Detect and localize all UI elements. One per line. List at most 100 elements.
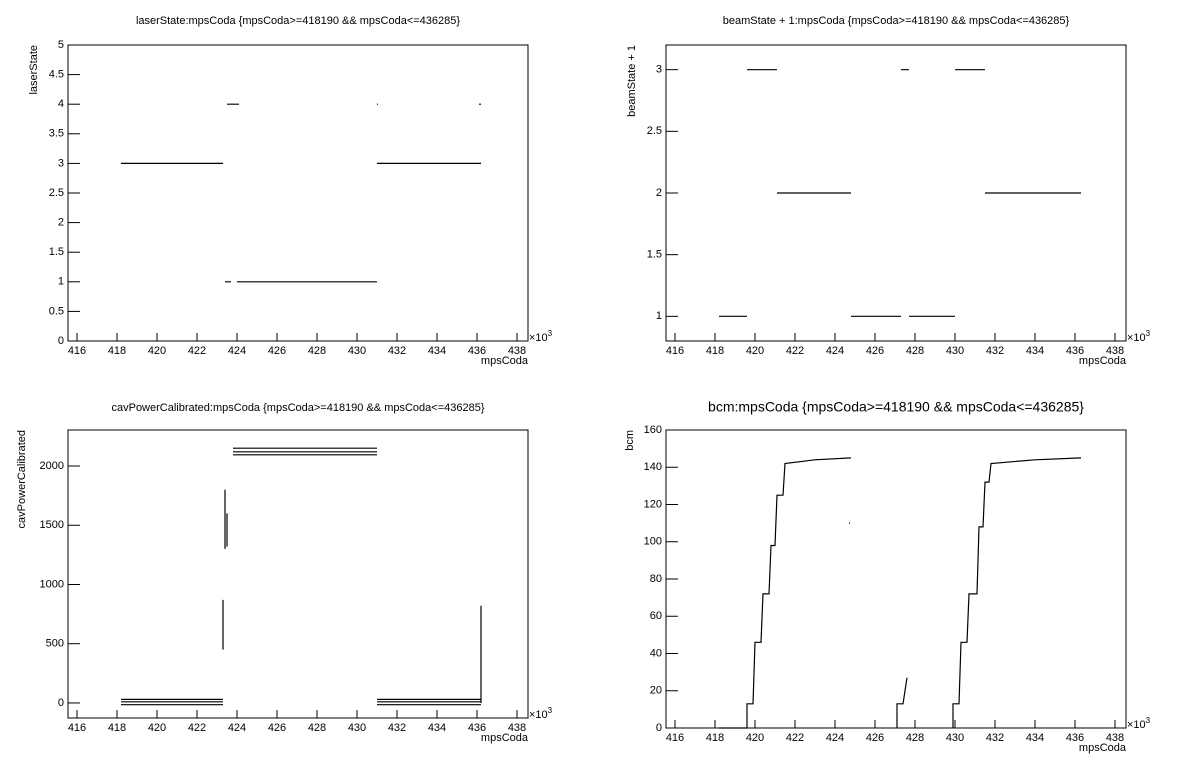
x-tick-label: 434 (428, 722, 446, 734)
x-tick-label: 428 (308, 345, 326, 357)
x-tick-label: 428 (906, 732, 924, 744)
x-tick-label: 424 (228, 345, 246, 357)
y-tick-label: 60 (650, 610, 662, 622)
y-tick-label: 3 (656, 64, 662, 76)
x-tick-label: 432 (986, 732, 1004, 744)
chart-title: laserState:mpsCoda {mpsCoda>=418190 && m… (136, 15, 460, 27)
x-multiplier-base: ×10 (529, 332, 548, 344)
y-tick-label: 2.5 (647, 125, 662, 137)
x-tick-label: 418 (108, 722, 126, 734)
x-tick-label: 418 (706, 345, 724, 357)
y-tick-label: 3.5 (49, 128, 64, 140)
y-tick-label: 500 (46, 638, 64, 650)
x-tick-label: 432 (388, 345, 406, 357)
x-tick-label: 424 (228, 722, 246, 734)
x-tick-label: 438 (1106, 345, 1124, 357)
x-tick-label: 422 (786, 345, 804, 357)
y-tick-label: 1.5 (647, 249, 662, 261)
x-tick-label: 430 (946, 345, 964, 357)
x-tick-label: 416 (68, 345, 86, 357)
x-tick-label: 426 (866, 345, 884, 357)
y-tick-label: 0.5 (49, 305, 64, 317)
x-axis-label: mpsCoda (1079, 355, 1127, 367)
x-tick-label: 424 (826, 345, 844, 357)
y-axis-label: bcm (624, 430, 636, 451)
data-line (121, 103, 481, 283)
x-axis-label: mpsCoda (481, 732, 529, 744)
y-tick-label: 40 (650, 647, 662, 659)
x-tick-label: 420 (148, 345, 166, 357)
x-tick-label: 432 (986, 345, 1004, 357)
y-axis-label: beamState + 1 (626, 45, 638, 117)
y-tick-label: 1.5 (49, 246, 64, 258)
y-axis-label: cavPowerCalibrated (16, 430, 28, 528)
x-tick-label: 436 (1066, 732, 1084, 744)
x-tick-label: 418 (706, 732, 724, 744)
x-tick-label: 422 (786, 732, 804, 744)
x-tick-label: 436 (468, 722, 486, 734)
x-multiplier-exp: 3 (548, 329, 553, 338)
y-tick-label: 0 (58, 697, 64, 709)
x-multiplier: ×103 (529, 706, 553, 721)
x-tick-label: 426 (268, 345, 286, 357)
y-tick-label: 0 (58, 335, 64, 347)
y-tick-label: 5 (58, 39, 64, 51)
y-tick-label: 1 (58, 276, 64, 288)
y-tick-label: 1500 (40, 519, 64, 531)
x-tick-label: 434 (1026, 732, 1044, 744)
x-axis-label: mpsCoda (481, 355, 529, 367)
x-tick-label: 420 (746, 732, 764, 744)
chart-title: cavPowerCalibrated:mpsCoda {mpsCoda>=418… (111, 402, 484, 414)
x-tick-label: 438 (508, 722, 526, 734)
x-tick-label: 420 (148, 722, 166, 734)
y-tick-label: 20 (650, 685, 662, 697)
x-tick-label: 426 (866, 732, 884, 744)
x-multiplier-exp: 3 (548, 706, 553, 715)
x-multiplier: ×103 (529, 329, 553, 344)
x-tick-label: 416 (666, 732, 684, 744)
x-tick-label: 430 (946, 732, 964, 744)
plot-frame (67, 429, 529, 719)
x-tick-label: 416 (666, 345, 684, 357)
y-tick-label: 100 (644, 536, 662, 548)
x-multiplier-base: ×10 (529, 709, 548, 721)
y-tick-label: 2 (58, 217, 64, 229)
plot-frame (665, 429, 1127, 729)
y-tick-label: 1 (656, 310, 662, 322)
x-tick-label: 424 (826, 732, 844, 744)
x-tick-label: 422 (188, 722, 206, 734)
y-tick-label: 3 (58, 157, 64, 169)
x-multiplier-exp: 3 (1146, 716, 1151, 725)
data-line (719, 457, 1082, 729)
y-tick-label: 160 (644, 424, 662, 436)
x-multiplier: ×103 (1127, 329, 1151, 344)
y-tick-label: 2000 (40, 460, 64, 472)
x-tick-label: 428 (308, 722, 326, 734)
x-tick-label: 422 (188, 345, 206, 357)
data-line (719, 69, 1081, 317)
x-tick-label: 436 (1066, 345, 1084, 357)
data-line (121, 447, 482, 706)
y-tick-label: 0 (656, 722, 662, 734)
x-tick-label: 416 (68, 722, 86, 734)
x-tick-label: 432 (388, 722, 406, 734)
y-tick-label: 120 (644, 498, 662, 510)
x-tick-label: 430 (348, 722, 366, 734)
x-tick-label: 428 (906, 345, 924, 357)
y-tick-label: 4 (58, 98, 64, 110)
y-axis-label: laserState (28, 45, 40, 95)
x-tick-label: 434 (428, 345, 446, 357)
x-multiplier-exp: 3 (1146, 329, 1151, 338)
plot-frame (67, 44, 529, 342)
x-tick-label: 426 (268, 722, 286, 734)
x-tick-label: 438 (1106, 732, 1124, 744)
y-tick-label: 140 (644, 461, 662, 473)
y-tick-label: 2.5 (49, 187, 64, 199)
x-tick-label: 430 (348, 345, 366, 357)
x-tick-label: 434 (1026, 345, 1044, 357)
x-axis-label: mpsCoda (1079, 742, 1127, 754)
chart-title: bcm:mpsCoda {mpsCoda>=418190 && mpsCoda<… (708, 399, 1084, 415)
y-tick-label: 80 (650, 573, 662, 585)
x-tick-label: 438 (508, 345, 526, 357)
